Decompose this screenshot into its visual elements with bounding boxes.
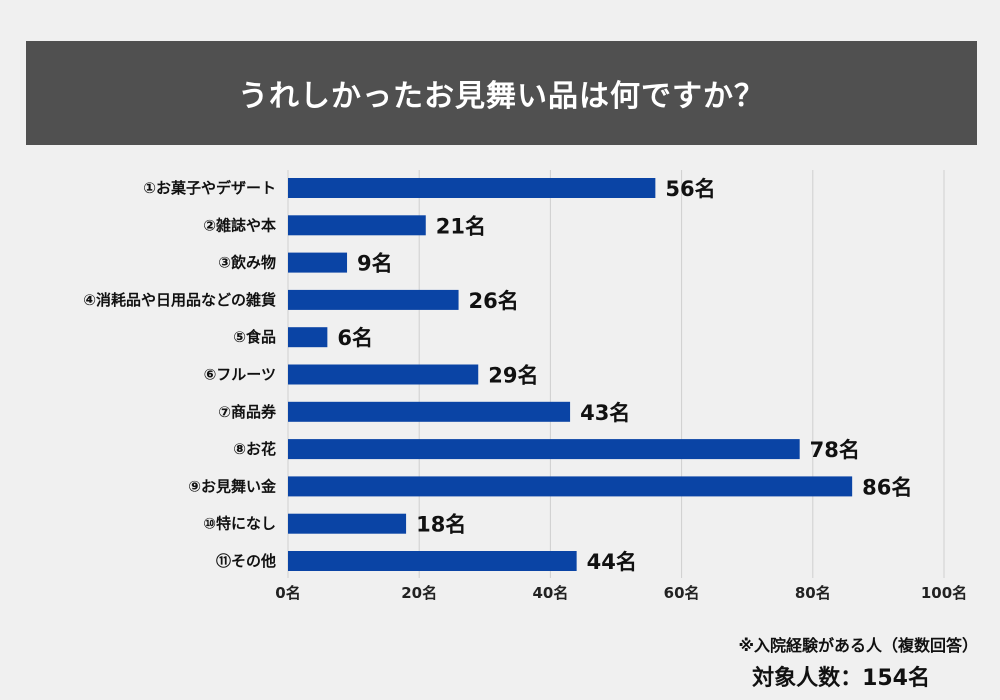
data-label: 56名 xyxy=(665,177,715,201)
respondent-note: ※入院経験がある人（複数回答） xyxy=(738,636,978,655)
category-label: ⑦商品券 xyxy=(218,403,277,421)
bar xyxy=(288,364,479,385)
category-label: ⑪その他 xyxy=(216,552,276,570)
category-label: ①お菓子やデザート xyxy=(143,179,276,197)
bar xyxy=(288,551,577,571)
data-label: 21名 xyxy=(436,214,486,238)
x-tick-label: 0名 xyxy=(275,584,300,602)
respondent-total: 対象人数：154名 xyxy=(752,666,930,691)
chart-title: うれしかったお見舞い品は何ですか？ xyxy=(26,41,977,145)
x-tick-label: 20名 xyxy=(401,584,437,602)
data-label: 86名 xyxy=(862,475,912,499)
data-label: 78名 xyxy=(810,438,860,462)
data-label: 6名 xyxy=(337,326,373,350)
data-label: 9名 xyxy=(357,252,393,276)
data-label: 18名 xyxy=(416,513,466,537)
category-label: ⑥フルーツ xyxy=(204,366,276,384)
data-label: 44名 xyxy=(587,550,637,574)
bar xyxy=(288,289,459,310)
bar xyxy=(288,327,328,348)
x-tick-label: 40名 xyxy=(532,584,568,602)
bar xyxy=(288,401,571,422)
bar xyxy=(288,513,407,534)
data-label: 43名 xyxy=(580,401,630,425)
category-label: ⑨お見舞い金 xyxy=(188,477,277,495)
x-tick-label: 100名 xyxy=(921,584,967,602)
bar xyxy=(288,252,348,273)
data-label: 26名 xyxy=(469,289,519,313)
category-label: ⑤食品 xyxy=(233,328,276,346)
bar xyxy=(288,439,800,460)
x-tick-label: 60名 xyxy=(664,584,700,602)
category-label: ⑧お花 xyxy=(233,440,276,458)
x-tick-label: 80名 xyxy=(795,584,831,602)
category-label: ⑩特になし xyxy=(203,515,276,533)
bar xyxy=(288,476,853,497)
bar xyxy=(288,215,426,236)
data-label: 29名 xyxy=(488,364,538,388)
category-label: ②雑誌や本 xyxy=(203,216,276,234)
category-label: ④消耗品や日用品などの雑貨 xyxy=(83,291,276,309)
category-label: ③飲み物 xyxy=(218,254,276,272)
bar xyxy=(288,178,656,198)
